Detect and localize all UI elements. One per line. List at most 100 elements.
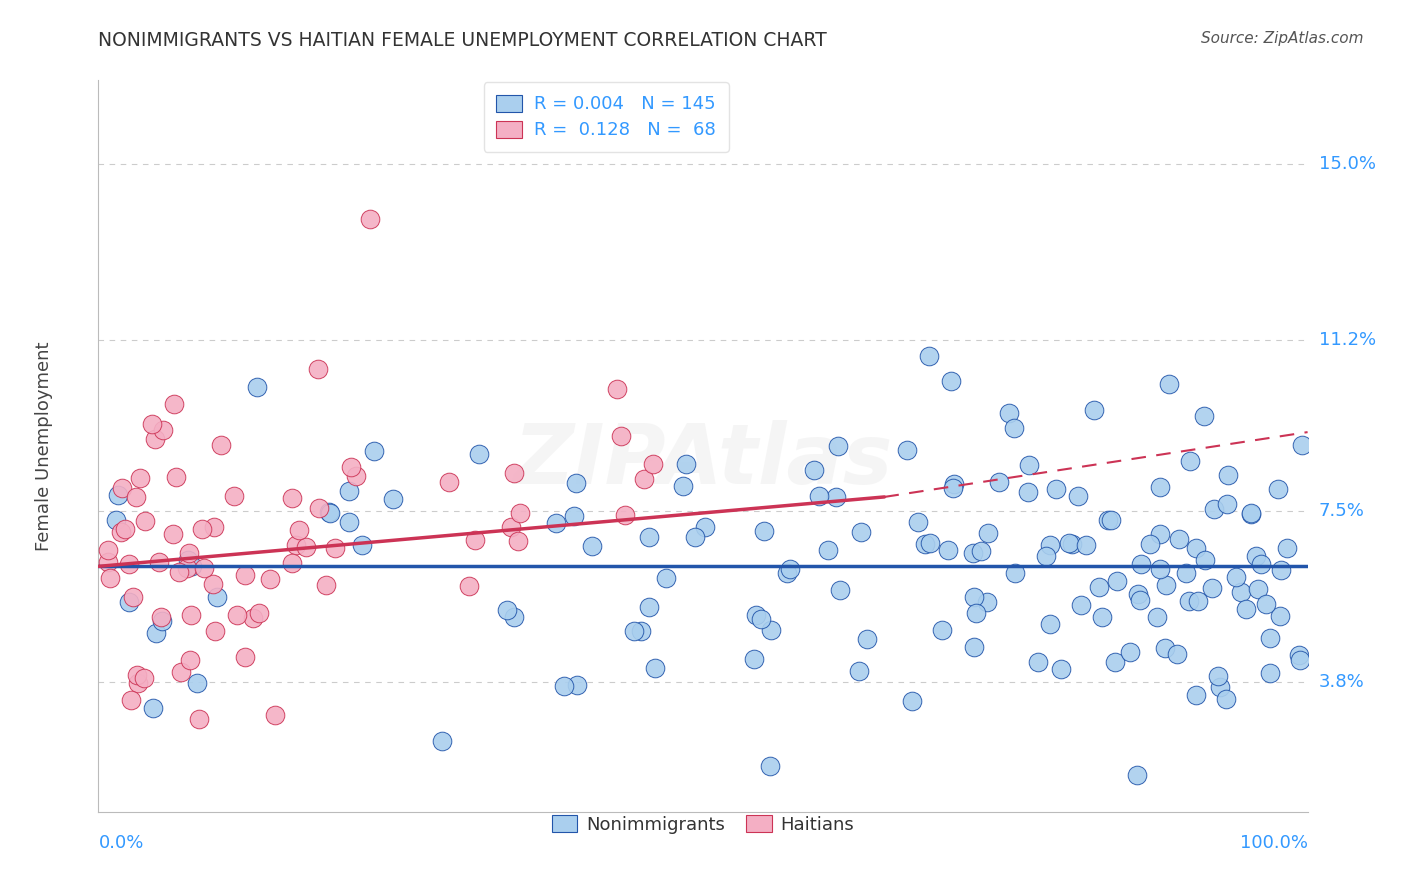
Point [288, 524, 311, 538]
Point [970, 544, 993, 558]
Point [1202, 501, 1225, 516]
Point [606, 382, 628, 396]
Point [1154, 578, 1177, 592]
Point [1149, 526, 1171, 541]
Point [776, 566, 799, 581]
Point [209, 438, 232, 452]
Point [610, 429, 633, 443]
Point [675, 457, 697, 471]
Point [1201, 581, 1223, 595]
Point [914, 536, 936, 550]
Point [502, 610, 524, 624]
Point [162, 527, 184, 541]
Point [848, 665, 870, 679]
Point [803, 463, 825, 477]
Point [896, 442, 918, 457]
Point [179, 653, 201, 667]
Point [249, 606, 271, 620]
Point [942, 481, 965, 495]
Point [170, 665, 193, 680]
Text: 0.0%: 0.0% [98, 834, 143, 852]
Point [259, 572, 281, 586]
Point [1289, 653, 1312, 667]
Point [1288, 648, 1310, 662]
Point [1270, 563, 1292, 577]
Point [1270, 609, 1292, 624]
Point [745, 608, 768, 623]
Point [437, 475, 460, 490]
Point [807, 489, 830, 503]
Point [114, 522, 136, 536]
Point [817, 543, 839, 558]
Point [920, 536, 942, 550]
Point [830, 582, 852, 597]
Point [963, 640, 986, 654]
Point [644, 661, 666, 675]
Point [350, 539, 373, 553]
Point [281, 556, 304, 570]
Point [759, 758, 782, 772]
Point [1119, 645, 1142, 659]
Point [233, 649, 256, 664]
Point [623, 624, 645, 638]
Point [295, 540, 318, 554]
Point [988, 475, 1011, 489]
Point [1216, 468, 1239, 483]
Point [120, 693, 142, 707]
Point [751, 612, 773, 626]
Point [193, 561, 215, 575]
Point [1244, 549, 1267, 563]
Point [1060, 537, 1083, 551]
Point [907, 515, 929, 529]
Point [264, 707, 287, 722]
Point [1194, 553, 1216, 567]
Point [655, 571, 678, 585]
Point [613, 508, 636, 523]
Point [127, 675, 149, 690]
Point [1149, 480, 1171, 494]
Point [1206, 669, 1229, 683]
Point [308, 500, 330, 515]
Point [204, 624, 226, 639]
Point [643, 457, 665, 471]
Point [344, 469, 367, 483]
Point [180, 559, 202, 574]
Point [943, 477, 966, 491]
Point [315, 578, 337, 592]
Point [1260, 631, 1282, 645]
Point [222, 489, 245, 503]
Point [1178, 593, 1201, 607]
Point [1215, 692, 1237, 706]
Point [319, 506, 342, 520]
Point [117, 557, 139, 571]
Text: 7.5%: 7.5% [1319, 502, 1365, 520]
Point [1129, 592, 1152, 607]
Point [1230, 585, 1253, 599]
Point [936, 542, 959, 557]
Point [152, 423, 174, 437]
Point [963, 591, 986, 605]
Point [1153, 640, 1175, 655]
Point [1146, 610, 1168, 624]
Point [118, 594, 141, 608]
Point [562, 509, 585, 524]
Point [1216, 497, 1239, 511]
Point [1105, 574, 1128, 588]
Point [177, 552, 200, 566]
Point [508, 533, 530, 548]
Point [1267, 482, 1289, 496]
Point [141, 417, 163, 431]
Point [145, 626, 167, 640]
Point [1035, 549, 1057, 564]
Point [1234, 601, 1257, 615]
Point [307, 362, 329, 376]
Point [939, 374, 962, 388]
Point [1185, 688, 1208, 702]
Point [856, 632, 879, 646]
Point [1002, 421, 1025, 435]
Point [1076, 538, 1098, 552]
Point [188, 712, 211, 726]
Point [1277, 541, 1299, 555]
Point [638, 530, 661, 544]
Point [637, 599, 659, 614]
